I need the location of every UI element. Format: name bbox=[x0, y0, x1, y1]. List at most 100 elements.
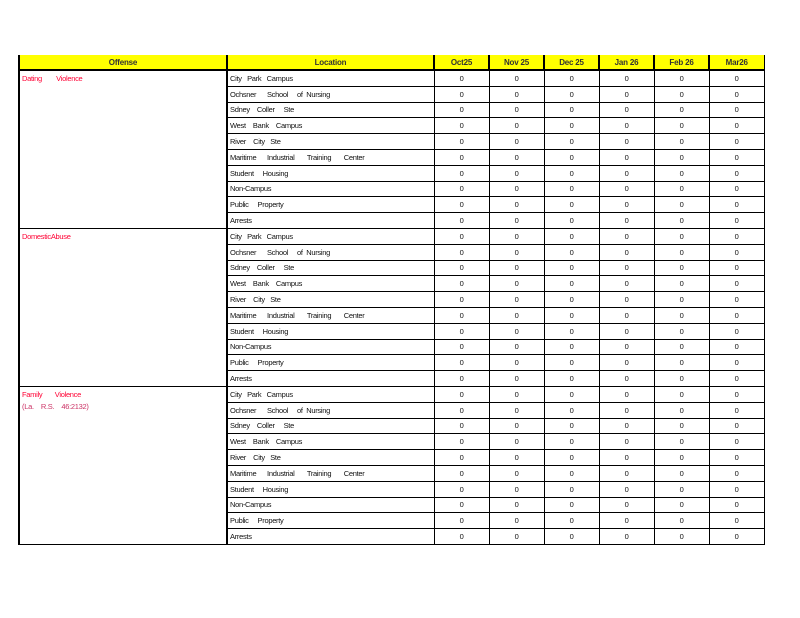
count-cell: 0 bbox=[653, 86, 709, 103]
offense-name: DomesticAbuse bbox=[22, 231, 71, 241]
count-cell: 0 bbox=[708, 481, 765, 498]
count-cell: 0 bbox=[543, 275, 599, 293]
count-cell: 0 bbox=[543, 149, 599, 166]
count-cell: 0 bbox=[543, 196, 599, 214]
count-cell: 0 bbox=[653, 70, 709, 87]
table-row: River City Ste 0 0 0 0 0 0 bbox=[19, 291, 765, 308]
count-cell: 0 bbox=[708, 354, 765, 372]
month-header: Mar26 bbox=[708, 55, 765, 71]
count-cell: 0 bbox=[653, 323, 709, 340]
count-cell: 0 bbox=[653, 149, 709, 166]
count-cell: 0 bbox=[488, 181, 544, 198]
offense-cell: Family Violence (La. R.S. 46:2132) bbox=[18, 386, 227, 545]
count-cell: 0 bbox=[488, 86, 544, 103]
count-cell: 0 bbox=[653, 291, 709, 308]
count-cell: 0 bbox=[433, 481, 489, 498]
count-cell: 0 bbox=[543, 354, 599, 372]
table-row: Student Housing 0 0 0 0 0 0 bbox=[19, 481, 765, 498]
count-cell: 0 bbox=[598, 117, 654, 135]
count-cell: 0 bbox=[433, 370, 489, 387]
location-cell: Ochsner School of Nursing bbox=[226, 86, 434, 103]
table-row: Sdney Coller Ste 0 0 0 0 0 0 bbox=[19, 260, 765, 277]
count-cell: 0 bbox=[433, 307, 489, 324]
count-cell: 0 bbox=[543, 212, 599, 229]
count-cell: 0 bbox=[433, 102, 489, 119]
count-cell: 0 bbox=[598, 181, 654, 198]
count-cell: 0 bbox=[433, 449, 489, 466]
location-cell: Ochsner School of Nursing bbox=[226, 244, 434, 261]
table-row: Student Housing 0 0 0 0 0 0 bbox=[19, 165, 765, 182]
count-cell: 0 bbox=[488, 354, 544, 372]
count-cell: 0 bbox=[543, 433, 599, 451]
table-row: Arrests 0 0 0 0 0 0 bbox=[19, 212, 765, 229]
location-cell: Sdney Coller Ste bbox=[226, 418, 434, 435]
count-cell: 0 bbox=[653, 244, 709, 261]
location-cell: Maritime Industrial Training Center bbox=[226, 307, 434, 324]
offense-cell: DomesticAbuse bbox=[18, 228, 227, 387]
count-cell: 0 bbox=[653, 512, 709, 530]
count-cell: 0 bbox=[653, 307, 709, 324]
count-cell: 0 bbox=[488, 165, 544, 182]
count-cell: 0 bbox=[543, 228, 599, 245]
count-cell: 0 bbox=[708, 528, 765, 545]
table-row: Ochsner School of Nursing 0 0 0 0 0 0 bbox=[19, 86, 765, 103]
count-cell: 0 bbox=[433, 323, 489, 340]
count-cell: 0 bbox=[598, 275, 654, 293]
count-cell: 0 bbox=[653, 497, 709, 514]
location-cell: Student Housing bbox=[226, 481, 434, 498]
header-row: Offense Location Oct25 Nov 25 Dec 25 Jan 26… bbox=[18, 55, 765, 71]
count-cell: 0 bbox=[598, 433, 654, 451]
count-cell: 0 bbox=[598, 196, 654, 214]
location-cell: City Park Campus bbox=[226, 70, 434, 87]
count-cell: 0 bbox=[488, 291, 544, 308]
count-cell: 0 bbox=[433, 196, 489, 214]
count-cell: 0 bbox=[708, 275, 765, 293]
count-cell: 0 bbox=[708, 291, 765, 308]
count-cell: 0 bbox=[543, 497, 599, 514]
count-cell: 0 bbox=[708, 307, 765, 324]
count-cell: 0 bbox=[488, 497, 544, 514]
location-cell: Arrests bbox=[226, 212, 434, 229]
location-cell: Public Property bbox=[226, 354, 434, 372]
count-cell: 0 bbox=[598, 528, 654, 545]
count-cell: 0 bbox=[433, 260, 489, 277]
count-cell: 0 bbox=[543, 117, 599, 135]
count-cell: 0 bbox=[708, 212, 765, 229]
count-cell: 0 bbox=[708, 86, 765, 103]
count-cell: 0 bbox=[488, 481, 544, 498]
count-cell: 0 bbox=[488, 196, 544, 214]
count-cell: 0 bbox=[488, 528, 544, 545]
count-cell: 0 bbox=[543, 165, 599, 182]
table-row: Maritime Industrial Training Center 0 0 0 0 0… bbox=[19, 149, 765, 166]
location-cell: Public Property bbox=[226, 512, 434, 530]
count-cell: 0 bbox=[598, 481, 654, 498]
location-cell: Non-Campus bbox=[226, 339, 434, 356]
count-cell: 0 bbox=[653, 418, 709, 435]
count-cell: 0 bbox=[708, 260, 765, 277]
count-cell: 0 bbox=[433, 70, 489, 87]
count-cell: 0 bbox=[543, 70, 599, 87]
crime-statistics-table: Offense Location Oct25 Nov 25 Dec 25 Jan 26… bbox=[18, 55, 765, 545]
table-row: River City Ste 0 0 0 0 0 0 bbox=[19, 133, 765, 150]
count-cell: 0 bbox=[543, 528, 599, 545]
location-cell: Arrests bbox=[226, 370, 434, 387]
count-cell: 0 bbox=[598, 465, 654, 482]
count-cell: 0 bbox=[653, 402, 709, 419]
count-cell: 0 bbox=[598, 291, 654, 308]
count-cell: 0 bbox=[433, 339, 489, 356]
count-cell: 0 bbox=[488, 402, 544, 419]
count-cell: 0 bbox=[543, 402, 599, 419]
count-cell: 0 bbox=[543, 323, 599, 340]
table-row: Ochsner School of Nursing 0 0 0 0 0 0 bbox=[19, 402, 765, 419]
location-cell: City Park Campus bbox=[226, 386, 434, 403]
location-cell: Ochsner School of Nursing bbox=[226, 402, 434, 419]
count-cell: 0 bbox=[708, 244, 765, 261]
location-cell: Maritime Industrial Training Center bbox=[226, 465, 434, 482]
count-cell: 0 bbox=[433, 528, 489, 545]
count-cell: 0 bbox=[598, 86, 654, 103]
table-row: Dating Violence City Park Campus 0 0 0 0 0 0 bbox=[18, 70, 765, 229]
count-cell: 0 bbox=[543, 102, 599, 119]
count-cell: 0 bbox=[543, 481, 599, 498]
count-cell: 0 bbox=[433, 149, 489, 166]
location-cell: River City Ste bbox=[226, 291, 434, 308]
